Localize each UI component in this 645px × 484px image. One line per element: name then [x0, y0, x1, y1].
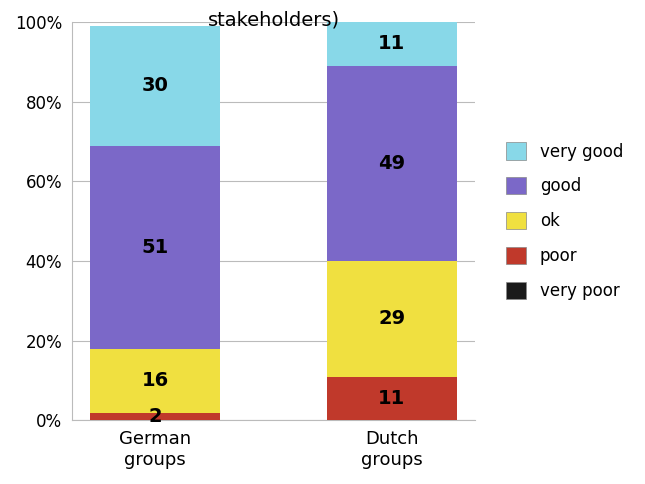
Bar	[327, 261, 457, 377]
Bar	[90, 26, 221, 146]
Bar	[327, 66, 457, 261]
Bar	[90, 146, 221, 349]
Text: 51: 51	[142, 238, 169, 257]
Text: 30: 30	[142, 76, 169, 95]
Legend: very good, good, ok, poor, very poor: very good, good, ok, poor, very poor	[500, 136, 630, 307]
Bar	[327, 22, 457, 66]
Text: 11: 11	[378, 389, 406, 408]
Text: 29: 29	[378, 309, 406, 328]
Bar	[90, 349, 221, 412]
Text: 16: 16	[142, 371, 169, 390]
Text: 11: 11	[378, 34, 406, 53]
Text: 2: 2	[148, 407, 162, 426]
Text: stakeholders): stakeholders)	[208, 11, 340, 30]
Text: 49: 49	[378, 154, 406, 173]
Bar	[90, 412, 221, 421]
Bar	[327, 377, 457, 421]
